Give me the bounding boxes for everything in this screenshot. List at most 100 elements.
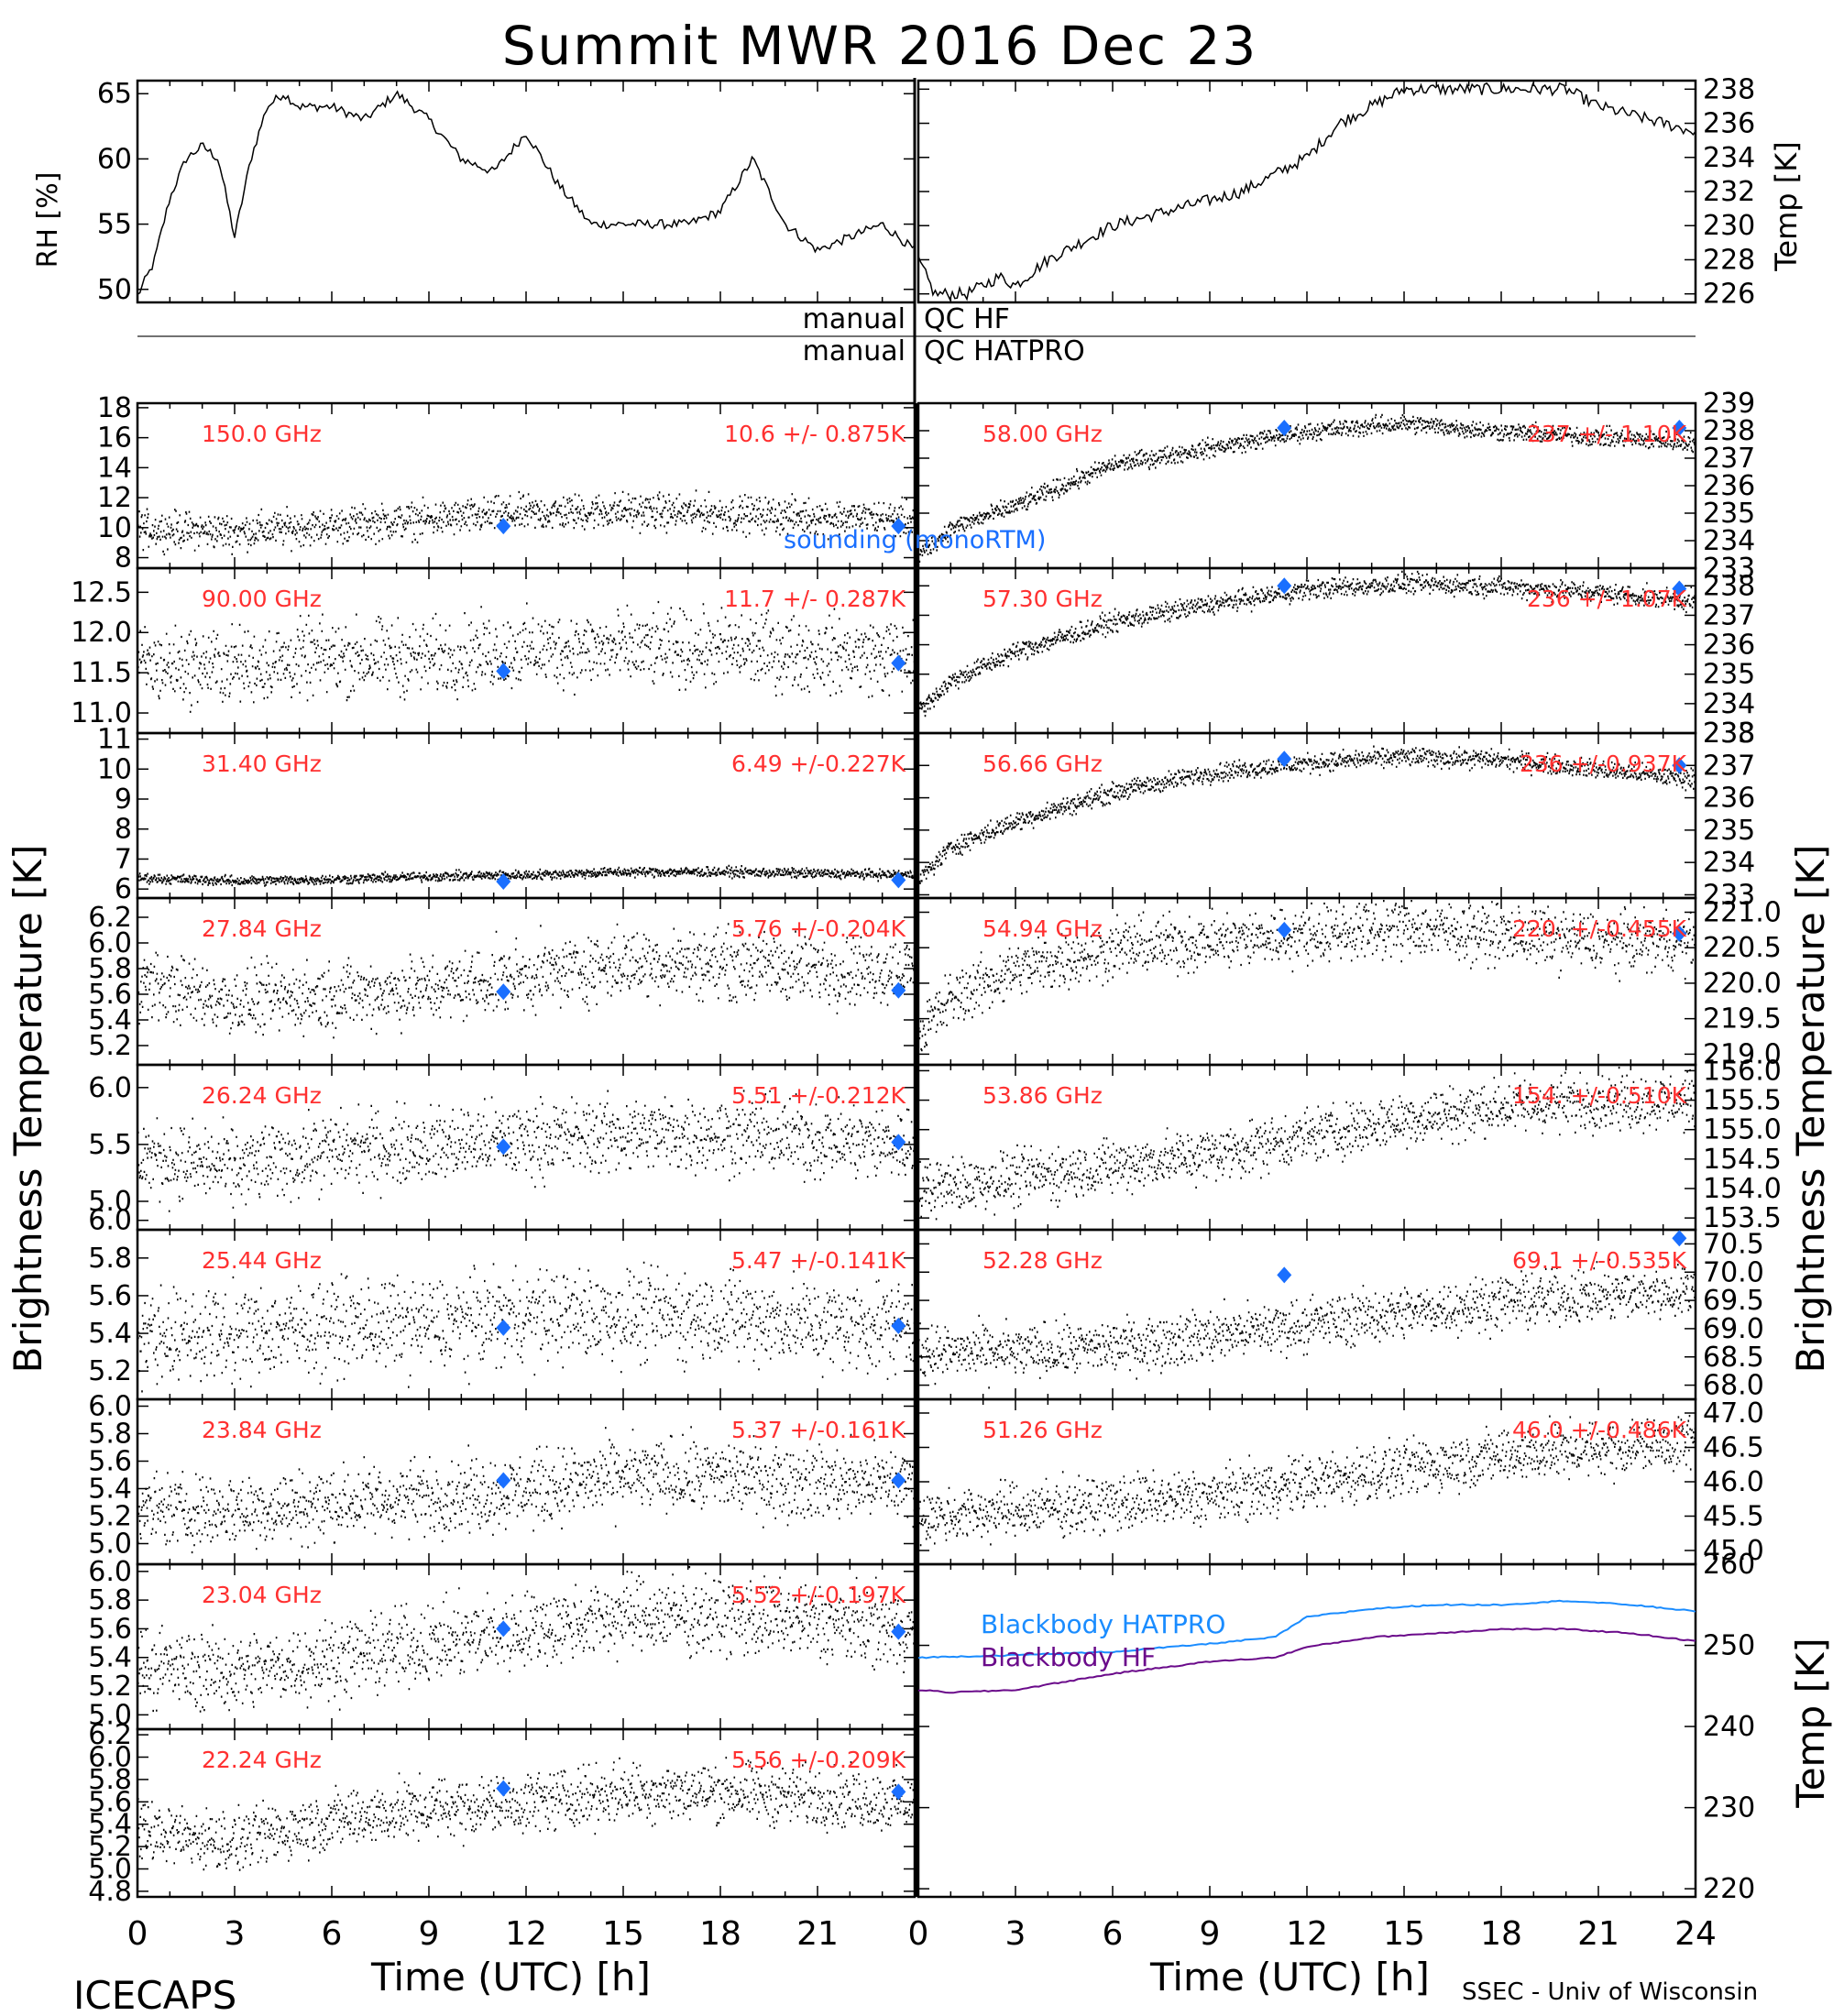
panel-ch_23_84-ytick-label: 5.4 (88, 1474, 132, 1506)
panel-ch_23_84-ytick-label: 5.6 (88, 1446, 132, 1478)
ch_23_84-stat-label: 5.37 +/-0.161K (731, 1417, 906, 1443)
blackbody-series-0 (917, 1599, 1696, 1660)
xtick-right-label: 18 (1480, 1915, 1522, 1953)
panel-ch_22-ytick-label: 5.0 (88, 1854, 132, 1886)
panel-ch_90: 11.0 11.5 12.0 12.5 90.00 GHz 11.7 +/- 0.287K (71, 566, 916, 735)
panel-ch_90-ytick-label: 12.5 (71, 576, 132, 608)
panel-temp_top-ytick-label: 228 (1703, 244, 1755, 276)
panel-blackbody-ytick-label: 230 (1703, 1792, 1755, 1824)
xtick-right-label: 15 (1383, 1915, 1425, 1953)
ch_90-stat-label: 11.7 +/- 0.287K (724, 586, 906, 612)
xtick-right-label: 12 (1286, 1915, 1328, 1953)
ch_53-freq-label: 53.86 GHz (982, 1082, 1103, 1109)
panel-ch_25-ytick-label: 6.0 (88, 1205, 132, 1237)
panel-ch_57-ytick-label: 237 (1703, 599, 1755, 631)
ch_52-sounding-point (1277, 1266, 1292, 1284)
tb-right-axis-label: Brightness Temperature [K] (1788, 845, 1833, 1374)
ch_54-stat-label: 220. +/-0.455K (1512, 915, 1687, 942)
ch_23_84-sounding-point (891, 1472, 906, 1489)
panel-ch_51-ytick-label: 47.0 (1703, 1397, 1764, 1430)
bb-hatpro-legend: Blackbody HATPRO (981, 1609, 1225, 1639)
ch_23_84-freq-label: 23.84 GHz (202, 1417, 322, 1443)
ch_58-sounding-point (1672, 420, 1687, 436)
ch_52-stat-label: 69.1 +/-0.535K (1512, 1247, 1687, 1274)
xtick-left-label: 0 (127, 1915, 148, 1953)
panel-ch_22-ytick-label: 6.2 (88, 1719, 132, 1751)
ch_150-sounding-point (496, 518, 511, 535)
panel-ch_52-ytick-label: 69.5 (1703, 1285, 1764, 1317)
ch_150-sounding-point (891, 518, 906, 535)
panel-ch_22-ytick-label: 6.0 (88, 1742, 132, 1774)
panel-ch_51-ytick-label: 46.5 (1703, 1432, 1764, 1464)
panel-ch_23_04-ytick-label: 5.4 (88, 1642, 132, 1674)
panel-ch_90-ytick-label: 12.0 (71, 617, 132, 649)
panel-ch_22-ytick-label: 4.8 (88, 1876, 132, 1908)
panel-rh: 50 55 60 65 (97, 78, 916, 306)
panel-ch_23_84-ytick-label: 6.0 (88, 1391, 132, 1423)
xtick-left-label: 15 (602, 1915, 644, 1953)
panel-ch_54-ytick-label: 221.0 (1703, 896, 1782, 928)
panel-blackbody: 220 230 240 250 260 (916, 1549, 1755, 1905)
panel-ch_25-ytick-label: 5.6 (88, 1280, 132, 1312)
panel-ch_58-ytick-label: 234 (1703, 525, 1755, 557)
panel-ch_57-ytick-label: 233 (1703, 718, 1755, 750)
xtick-left-label: 9 (419, 1915, 440, 1953)
panel-ch_31-ytick-label: 6 (115, 873, 132, 905)
panel-ch_56-ytick-label: 233 (1703, 879, 1755, 911)
ch_31-points (137, 864, 916, 887)
ch_25-points (137, 1261, 916, 1393)
ch_25-stat-label: 5.47 +/-0.141K (731, 1247, 906, 1274)
panel-temp_top-frame (916, 79, 1697, 304)
panel-ch_56-ytick-label: 235 (1703, 815, 1755, 847)
ch_31-freq-label: 31.40 GHz (202, 751, 322, 777)
ch_23_04-sounding-point (496, 1620, 511, 1638)
xtick-left-label: 18 (699, 1915, 741, 1953)
panel-ch_53-ytick-label: 155.5 (1703, 1085, 1782, 1117)
panel-ch_52: 68.068.569.069.570.070.5 52.28 GHz 69.1 +/… (916, 1228, 1764, 1402)
ch_58-sounding-point (1277, 420, 1292, 436)
panel-ch_58-ytick-label: 233 (1703, 553, 1755, 585)
xtick-right-label: 3 (1005, 1915, 1026, 1953)
panel-temp_top-ytick-label: 234 (1703, 142, 1755, 174)
panel-temp_top-ytick-label: 236 (1703, 108, 1755, 140)
ch_22-points (137, 1757, 916, 1871)
panel-ch_27: 5.25.45.65.86.06.2 27.84 GHz 5.76 +/-0.204… (88, 896, 916, 1067)
ch_56-sounding-point (1672, 757, 1687, 774)
panel-ch_27-ytick-label: 5.8 (88, 953, 132, 985)
panel-blackbody-ytick-label: 220 (1703, 1873, 1755, 1905)
ch_56-sounding-point (1277, 751, 1292, 768)
panel-ch_57-ytick-label: 238 (1703, 570, 1755, 602)
panel-ch_23_84-ytick-label: 5.0 (88, 1528, 132, 1561)
panel-ch_22: 4.85.05.25.45.65.86.06.2 22.24 GHz 5.56 +/… (88, 1719, 916, 1908)
panel-rh-ytick-label: 65 (97, 78, 132, 110)
ch_26-freq-label: 26.24 GHz (202, 1082, 322, 1109)
panel-ch_58-ytick-label: 238 (1703, 415, 1755, 447)
ch_90-points (137, 600, 916, 713)
panel-ch_150-ytick-label: 14 (97, 452, 132, 484)
panel-ch_31-ytick-label: 7 (115, 843, 132, 875)
panel-ch_150-ytick-label: 12 (97, 482, 132, 514)
panel-temp_top-ytick-label: 226 (1703, 279, 1755, 311)
panel-ch_150-ytick-label: 16 (97, 422, 132, 455)
ch_56-freq-label: 56.66 GHz (982, 751, 1103, 777)
panel-ch_26-ytick-label: 5.5 (88, 1129, 132, 1161)
xlabel-right: Time (UTC) [h] (1149, 1955, 1430, 2000)
xtick-left-label: 12 (505, 1915, 547, 1953)
ch_23_04-sounding-point (891, 1623, 906, 1640)
ch_150-freq-label: 150.0 GHz (202, 421, 322, 447)
ch_27-freq-label: 27.84 GHz (202, 915, 322, 942)
ch_22-stat-label: 5.56 +/-0.209K (731, 1747, 906, 1773)
panel-ch_22-ytick-label: 5.8 (88, 1764, 132, 1796)
ch_90-sounding-point (496, 663, 511, 680)
panel-ch_51: 45.045.546.046.547.0 51.26 GHz 46.0 +/-0.4… (916, 1397, 1764, 1567)
temp-top-axis-label: Temp [K] (1769, 141, 1804, 271)
panel-ch_26-ytick-label: 5.0 (88, 1186, 132, 1218)
xtick-right-label: 6 (1103, 1915, 1124, 1953)
panel-ch_23_04-ytick-label: 5.6 (88, 1613, 132, 1645)
ch_31-sounding-point (891, 871, 906, 889)
panel-ch_52-ytick-label: 69.0 (1703, 1313, 1764, 1345)
